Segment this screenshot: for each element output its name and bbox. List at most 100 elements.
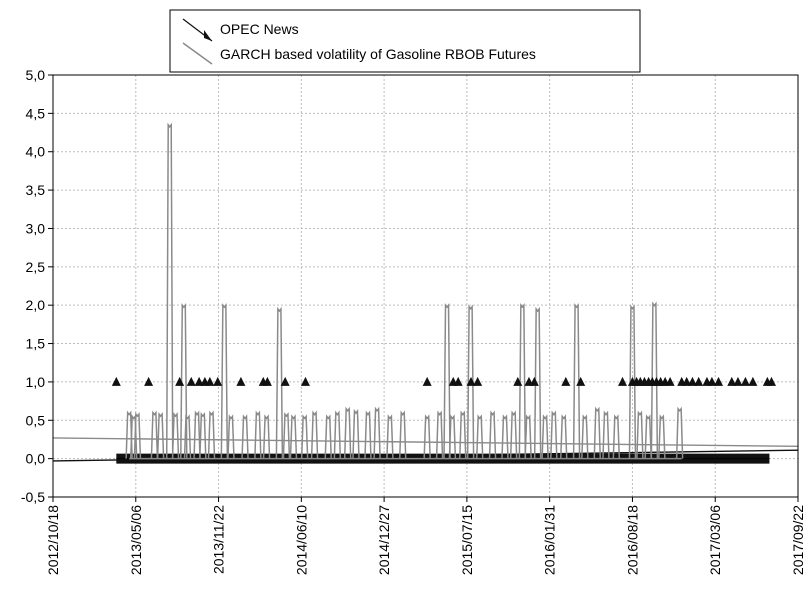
garch-spike bbox=[275, 306, 284, 459]
garch-spike bbox=[241, 414, 249, 459]
y-tick-label: 1,5 bbox=[26, 336, 46, 352]
opec-marker bbox=[205, 376, 215, 386]
opec-marker bbox=[618, 376, 628, 386]
opec-marker bbox=[733, 376, 743, 386]
garch-spike bbox=[488, 410, 497, 459]
garch-spike bbox=[466, 304, 475, 459]
opec-marker bbox=[727, 376, 737, 386]
garch-spike bbox=[448, 414, 457, 459]
garch-spike bbox=[423, 414, 431, 459]
garch-spike bbox=[501, 414, 509, 459]
garch-series bbox=[125, 122, 684, 460]
y-tick-label: 3,0 bbox=[26, 220, 46, 236]
y-tick-label: -0,5 bbox=[21, 489, 45, 505]
garch-spike bbox=[343, 406, 352, 459]
garch-spike bbox=[533, 306, 542, 459]
garch-spike bbox=[180, 302, 188, 459]
y-tick-label: 1,0 bbox=[26, 374, 46, 390]
garch-spike bbox=[171, 411, 180, 459]
x-tick-label: 2012/10/18 bbox=[45, 505, 61, 575]
plot-frame bbox=[52, 74, 799, 498]
garch-spike bbox=[183, 414, 192, 459]
x-axis: 2012/10/18 2013/05/06 2013/11/22 2014/06/10… bbox=[45, 497, 806, 575]
garch-spike bbox=[443, 302, 451, 459]
opec-marker bbox=[466, 376, 476, 386]
garch-spike bbox=[133, 411, 142, 459]
x-tick-label: 2015/07/15 bbox=[459, 505, 475, 575]
x-tick-label: 2016/08/18 bbox=[624, 505, 640, 575]
garch-spike bbox=[518, 302, 527, 459]
garch-spike bbox=[310, 410, 319, 459]
opec-marker bbox=[453, 376, 463, 386]
opec-marker bbox=[422, 376, 432, 386]
garch-spike bbox=[628, 304, 637, 459]
y-tick-label: 4,0 bbox=[26, 144, 46, 160]
x-tick-label: 2013/11/22 bbox=[211, 505, 227, 574]
garch-spike bbox=[386, 414, 394, 459]
opec-marker bbox=[748, 376, 758, 386]
opec-marker bbox=[682, 376, 692, 386]
y-tick-label: 5,0 bbox=[26, 67, 46, 83]
garch-spike bbox=[581, 414, 589, 459]
opec-marker bbox=[186, 376, 196, 386]
garch-spike bbox=[602, 410, 610, 459]
legend-garch-label: GARCH based volatility of Gasoline RBOB … bbox=[220, 46, 536, 62]
garch-spike bbox=[254, 410, 262, 459]
opec-marker bbox=[300, 376, 310, 386]
garch-spike bbox=[559, 414, 568, 459]
garch-spike bbox=[282, 411, 291, 459]
garch-spike bbox=[364, 410, 372, 459]
y-tick-label: 2,0 bbox=[26, 297, 46, 313]
garch-spike bbox=[165, 122, 174, 459]
opec-marker bbox=[714, 376, 724, 386]
garch-spike bbox=[199, 411, 207, 459]
garch-spike bbox=[324, 414, 332, 459]
opec-marker bbox=[576, 376, 586, 386]
opec-marker bbox=[513, 376, 523, 386]
garch-spike bbox=[459, 410, 467, 459]
x-tick-label: 2014/06/10 bbox=[293, 505, 309, 575]
y-tick-label: 4,5 bbox=[26, 105, 46, 121]
garch-spike bbox=[398, 410, 407, 459]
garch-spike bbox=[572, 302, 581, 459]
garch-spike bbox=[227, 414, 235, 459]
garch-spike bbox=[650, 301, 659, 459]
opec-marker bbox=[694, 376, 704, 386]
garch-spike bbox=[300, 414, 309, 459]
opec-marker bbox=[665, 376, 675, 386]
opec-marker bbox=[175, 376, 185, 386]
garch-spike bbox=[156, 411, 165, 459]
garch-spike bbox=[207, 410, 216, 459]
opec-marker bbox=[194, 376, 204, 386]
y-axis: -0,5 0,0 0,5 1,0 1,5 2,0 2,5 3,0 3,5 4,0 4,5 5,0 bbox=[21, 67, 53, 505]
garch-spike bbox=[475, 414, 484, 459]
garch-spike bbox=[150, 410, 159, 459]
garch-spike bbox=[262, 414, 271, 459]
legend: OPEC News GARCH based volatility of Gaso… bbox=[169, 9, 641, 73]
opec-marker bbox=[529, 376, 539, 386]
x-tick-label: 2016/01/31 bbox=[542, 505, 558, 575]
garch-spike bbox=[435, 410, 444, 459]
garch-spike bbox=[352, 408, 360, 459]
opec-series bbox=[111, 376, 777, 386]
y-tick-label: 0,0 bbox=[26, 451, 46, 467]
y-tick-label: 3,5 bbox=[26, 182, 46, 198]
opec-marker bbox=[236, 376, 246, 386]
garch-spike bbox=[593, 406, 602, 459]
garch-spike bbox=[636, 410, 644, 459]
y-tick-label: 0,5 bbox=[26, 412, 46, 428]
x-tick-label: 2013/05/06 bbox=[128, 505, 144, 575]
garch-spike bbox=[644, 414, 652, 459]
y-tick-label: 2,5 bbox=[26, 259, 46, 275]
garch-spike bbox=[509, 410, 518, 459]
opec-marker bbox=[213, 376, 223, 386]
opec-marker bbox=[687, 376, 697, 386]
x-tick-label: 2017/09/22 bbox=[790, 505, 806, 575]
opec-marker bbox=[262, 376, 272, 386]
opec-marker bbox=[280, 376, 290, 386]
opec-marker bbox=[767, 376, 777, 386]
legend-opec-marker-icon bbox=[204, 30, 212, 41]
opec-marker bbox=[707, 376, 717, 386]
garch-spike bbox=[612, 414, 621, 459]
